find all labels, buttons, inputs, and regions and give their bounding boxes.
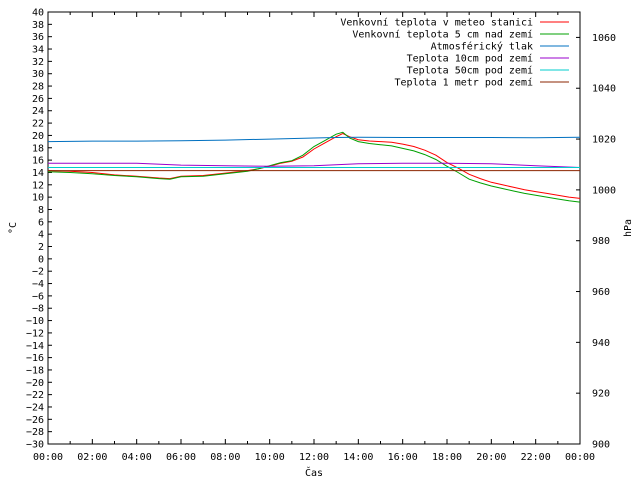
y-tick-label: 36 [32,32,44,43]
y-tick-label: 22 [32,119,44,130]
y-tick-label: 16 [32,156,44,167]
x-tick-label: 10:00 [255,452,285,463]
y-tick-label: −14 [26,341,44,352]
y-tick-label: −16 [26,353,44,364]
series-line-3 [47,136,581,143]
y2-tick-label: 1040 [592,84,616,95]
y-tick-label: −28 [26,427,44,438]
x-tick-label: 00:00 [33,452,63,463]
x-tick-label: 16:00 [388,452,418,463]
y-tick-label: −6 [32,291,44,302]
y-tick-label: −20 [26,378,44,389]
y-tick-label: −18 [26,365,44,376]
y-tick-label: 14 [32,168,44,179]
y-tick-label: −30 [26,440,44,451]
y-tick-label: 38 [32,20,44,31]
legend-label: Venkovní teplota 5 cm nad zemí [352,29,533,41]
y-tick-label: −4 [32,279,44,290]
series-line-2 [47,131,581,203]
x-tick-label: 04:00 [122,452,152,463]
y-tick-label: 40 [32,8,44,19]
y-tick-label: 8 [38,205,44,216]
x-tick-label: 14:00 [343,452,373,463]
y-tick-label: −8 [32,304,44,315]
y-tick-label: 6 [38,217,44,228]
y-tick-label: 24 [32,106,44,117]
y-axis-label: °C [8,222,19,234]
series-lines [47,131,581,203]
y-tick-label: 0 [38,254,44,265]
y-tick-label: −12 [26,328,44,339]
x-tick-label: 20:00 [476,452,506,463]
legend-label: Atmosférický tlak [431,41,533,53]
x-tick-label: 06:00 [166,452,196,463]
y-tick-label: −10 [26,316,44,327]
x-tick-label: 08:00 [210,452,240,463]
x-tick-label: 12:00 [299,452,329,463]
y2-tick-label: 1060 [592,33,616,44]
x-tick-label: 02:00 [77,452,107,463]
legend: Venkovní teplota v meteo staniciVenkovní… [340,17,569,89]
series-line-4 [48,162,581,168]
y-tick-label: 12 [32,180,44,191]
series-line-1 [47,133,581,199]
y-tick-label: 2 [38,242,44,253]
y-tick-label: −24 [26,402,44,413]
y-tick-label: 28 [32,82,44,93]
y-tick-label: 32 [32,57,44,68]
legend-label: Teplota 10cm pod zemí [407,53,533,65]
x-axis-label: Čas [305,466,323,479]
y-tick-label: −2 [32,267,44,278]
x-tick-label: 00:00 [565,452,595,463]
y2-tick-label: 980 [592,236,610,247]
y-tick-label: 20 [32,131,44,142]
y2-tick-label: 1000 [592,185,616,196]
y-tick-label: 30 [32,69,44,80]
y-tick-label: 26 [32,94,44,105]
x-tick-label: 22:00 [521,452,551,463]
y2-tick-label: 920 [592,389,610,400]
x-tick-label: 18:00 [432,452,462,463]
y-tick-label: 34 [32,45,44,56]
y-axis-tick-labels: 4038363432302826242220181614121086420−2−… [26,8,44,451]
y-tick-label: 4 [38,230,44,241]
y2-tick-label: 1020 [592,135,616,146]
legend-label: Teplota 1 metr pod zemí [395,77,533,89]
y2-axis-tick-labels: 1060 1040 1020 1000 980 960 940 920 900 [592,33,616,451]
y-tick-label: 10 [32,193,44,204]
y-tick-label: −22 [26,390,44,401]
y2-axis-label: hPa [623,219,634,237]
axis-ticks [47,11,581,445]
x-axis-tick-labels: 00:00 02:00 04:00 06:00 08:00 10:00 12:00 14:00… [33,452,595,463]
y2-tick-label: 940 [592,338,610,349]
legend-label: Venkovní teplota v meteo stanici [340,17,533,29]
y2-tick-label: 900 [592,440,610,451]
y-tick-label: −26 [26,415,44,426]
y2-tick-label: 960 [592,287,610,298]
y-tick-label: 18 [32,143,44,154]
legend-label: Teplota 50cm pod zemí [407,65,533,77]
